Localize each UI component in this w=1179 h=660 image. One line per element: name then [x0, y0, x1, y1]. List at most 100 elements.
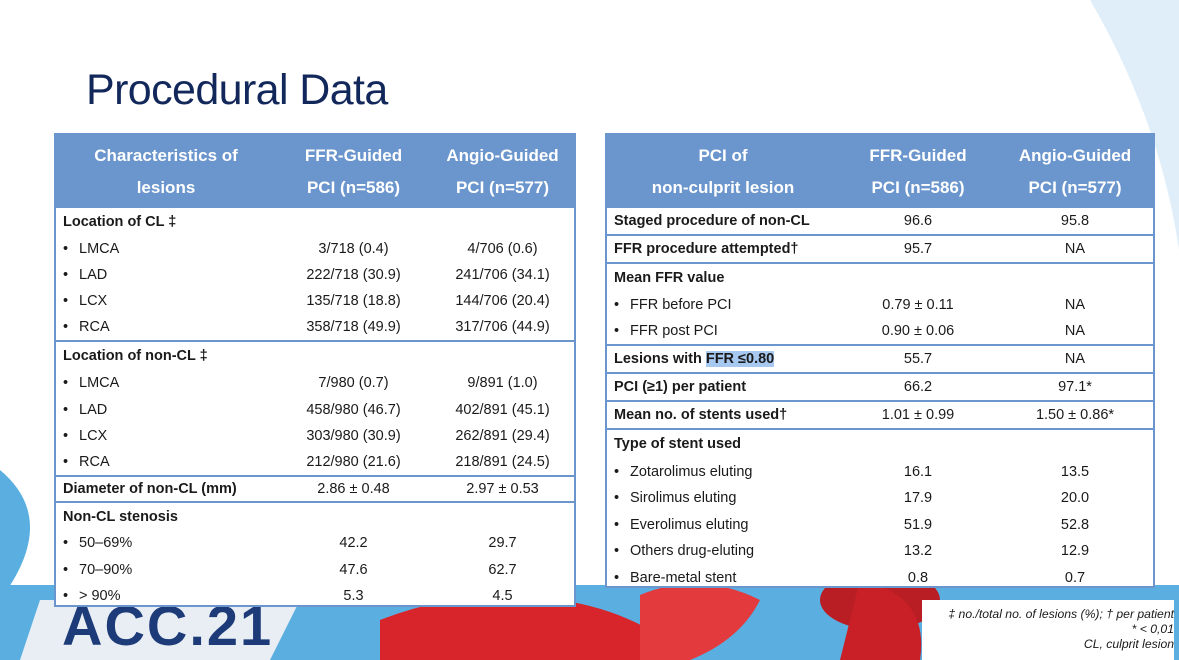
row-label-text: RCA	[79, 454, 110, 470]
ffr-guided-value: 55.7	[903, 351, 933, 367]
row-label-text: Location of non-CL ‡	[63, 348, 208, 364]
table-row: • LAD 458/980 (46.7) 402/891 (45.1)	[56, 396, 574, 423]
bullet-icon: •	[63, 535, 69, 551]
bullet-icon: •	[63, 561, 69, 578]
ffr-guided-value: 13.2	[903, 543, 933, 559]
row-label: • 70–90%	[56, 562, 276, 578]
row-label: • LCX	[56, 293, 276, 309]
row-label: Non-CL stenosis	[56, 509, 276, 525]
table-row: • LMCA 3/718 (0.4) 4/706 (0.6)	[56, 236, 574, 262]
header-col-characteristics: Characteristics of lesions	[94, 145, 238, 197]
footnote-line: * < 0,01	[1131, 622, 1174, 636]
row-label: • RCA	[56, 454, 276, 470]
angio-guided-value: 2.97 ± 0.53	[466, 481, 539, 497]
ffr-guided-value: 212/980 (21.6)	[306, 454, 401, 470]
ffr-guided-value: 7/980 (0.7)	[318, 375, 389, 391]
row-label: Mean no. of stents used†	[607, 407, 839, 423]
row-label-text: FFR procedure attempted†	[614, 241, 799, 257]
table-header: Characteristics of lesions FFR-Guided PC…	[56, 135, 574, 208]
angio-guided-value: 317/706 (44.9)	[455, 319, 550, 335]
angio-guided-value: NA	[1064, 241, 1086, 257]
lesion-characteristics-table: Characteristics of lesions FFR-Guided PC…	[54, 133, 576, 607]
row-label: • RCA	[56, 319, 276, 335]
ffr-guided-value: 95.7	[903, 241, 933, 257]
bullet-icon: •	[63, 454, 69, 470]
angio-guided-value: 95.8	[1060, 213, 1090, 229]
bullet-icon: •	[63, 428, 69, 444]
bullet-icon: •	[614, 569, 620, 586]
ffr-guided-value: 51.9	[903, 516, 933, 533]
ffr-guided-value: 2.86 ± 0.48	[317, 481, 390, 497]
table-row: Mean no. of stents used† 1.01 ± 0.99 1.50 …	[607, 402, 1153, 430]
row-label: Staged procedure of non-CL	[607, 213, 839, 229]
angio-guided-value: 12.9	[1060, 543, 1090, 559]
table-row: Location of CL ‡	[56, 208, 574, 236]
table-row: Type of stent used	[607, 430, 1153, 458]
table-row: FFR procedure attempted† 95.7 NA	[607, 236, 1153, 264]
row-label-text: Others drug-eluting	[630, 543, 755, 559]
row-label-text: Location of CL ‡	[63, 214, 177, 230]
angio-guided-value: NA	[1064, 351, 1086, 367]
row-label: • Bare-metal stent	[607, 570, 839, 586]
row-label-text: Everolimus eluting	[630, 516, 749, 533]
ffr-guided-value: 303/980 (30.9)	[306, 428, 401, 444]
row-label-text: LCX	[79, 293, 108, 309]
bullet-icon: •	[614, 297, 620, 313]
row-label-text: PCI (≥1) per patient	[614, 379, 747, 395]
row-label-text: Type of stent used	[614, 436, 742, 452]
angio-guided-value: 97.1*	[1058, 379, 1092, 395]
bullet-icon: •	[63, 319, 69, 335]
table-row: • LCX 303/980 (30.9) 262/891 (29.4)	[56, 423, 574, 449]
table-row: • Sirolimus eluting 17.9 20.0	[607, 485, 1153, 511]
table-row: Diameter of non-CL (mm) 2.86 ± 0.48 2.97 ±…	[56, 477, 574, 503]
row-label: • LCX	[56, 428, 276, 444]
angio-guided-value: 218/891 (24.5)	[455, 454, 550, 470]
bullet-icon: •	[614, 516, 620, 533]
table-row: • Everolimus eluting 51.9 52.8	[607, 511, 1153, 538]
ffr-guided-value: 17.9	[903, 490, 933, 506]
table-row: Lesions with FFR ≤0.80 55.7 NA	[607, 346, 1153, 374]
header-col-angio-guided: Angio-Guided PCI (n=577)	[1018, 145, 1132, 197]
bullet-icon: •	[63, 588, 69, 604]
angio-guided-value: 262/891 (29.4)	[455, 428, 550, 444]
row-label: • Zotarolimus eluting	[607, 464, 839, 480]
angio-guided-value: 402/891 (45.1)	[455, 401, 550, 418]
ffr-guided-value: 1.01 ± 0.99	[881, 407, 955, 423]
row-label: • FFR before PCI	[607, 297, 839, 313]
row-label: • LAD	[56, 267, 276, 283]
row-label: • 50–69%	[56, 535, 276, 551]
bullet-icon: •	[63, 267, 69, 283]
angio-guided-value: 144/706 (20.4)	[455, 293, 550, 309]
row-label-text: 70–90%	[79, 561, 133, 578]
table-row: • LMCA 7/980 (0.7) 9/891 (1.0)	[56, 370, 574, 396]
page-title: Procedural Data	[86, 66, 388, 114]
bullet-icon: •	[63, 293, 69, 309]
bullet-icon: •	[614, 323, 620, 339]
bullet-icon: •	[63, 241, 69, 257]
header-col-pci: PCI of non-culprit lesion	[651, 145, 795, 197]
row-label: • Sirolimus eluting	[607, 490, 839, 506]
row-label-text: LMCA	[79, 375, 120, 391]
angio-guided-value: 9/891 (1.0)	[467, 375, 538, 391]
table-row: • 70–90% 47.6 62.7	[56, 556, 574, 583]
row-label-text: Zotarolimus eluting	[630, 463, 753, 480]
row-label: • Others drug-eluting	[607, 543, 839, 559]
row-label: FFR procedure attempted†	[607, 241, 839, 257]
angio-guided-value: 52.8	[1060, 516, 1090, 533]
footnote-line: CL, culprit lesion	[1083, 637, 1174, 651]
bullet-icon: •	[614, 490, 620, 506]
ffr-guided-value: 66.2	[903, 379, 933, 395]
row-label-text: Lesions with	[614, 351, 706, 367]
table-row: • > 90% 5.3 4.5	[56, 583, 574, 609]
row-label-text: Non-CL stenosis	[63, 508, 178, 525]
table-body: Location of CL ‡ • LMCA 3/718 (0.4) 4/706 (0…	[56, 208, 574, 609]
row-label: Location of non-CL ‡	[56, 348, 276, 364]
row-label-text: Mean no. of stents used†	[614, 407, 788, 423]
row-label-text: LAD	[79, 267, 108, 283]
row-label: Diameter of non-CL (mm)	[56, 481, 276, 497]
header-col-ffr-guided: FFR-Guided PCI (n=586)	[304, 145, 403, 197]
angio-guided-value: 4.5	[492, 588, 513, 604]
table-body: Staged procedure of non-CL 96.6 95.8 FFR pr…	[607, 208, 1153, 591]
ffr-guided-value: 358/718 (49.9)	[306, 319, 401, 335]
ffr-guided-value: 0.8	[907, 569, 929, 586]
